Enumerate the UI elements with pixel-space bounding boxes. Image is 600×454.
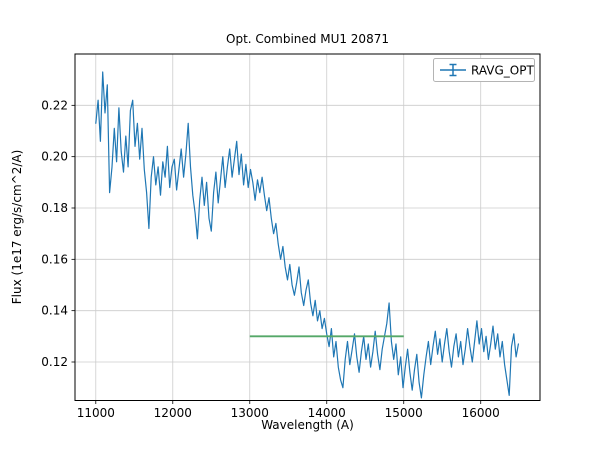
x-tick-label: 14000 [308, 406, 346, 420]
legend-label: RAVG_OPT [471, 64, 534, 78]
x-tick-label: 12000 [154, 406, 192, 420]
legend-box [433, 58, 535, 82]
y-tick-label: 0.18 [41, 201, 68, 215]
y-tick-label: 0.16 [41, 252, 68, 266]
chart-title: Opt. Combined MU1 20871 [226, 32, 389, 46]
legend: RAVG_OPT [433, 58, 535, 82]
y-axis-label: Flux (1e17 erg/s/cm^2/A) [10, 150, 24, 305]
x-tick-label: 11000 [77, 406, 115, 420]
x-tick-label: 15000 [385, 406, 423, 420]
y-tick-label: 0.20 [41, 150, 68, 164]
y-tick-label: 0.14 [41, 304, 68, 318]
y-tick-label: 0.22 [41, 98, 68, 112]
axes-frame [74, 53, 541, 401]
series-layer [95, 71, 520, 399]
legend-errorbar-sample-icon [440, 63, 466, 77]
flux-series-line [95, 71, 520, 399]
x-axis-label: Wavelength (A) [261, 418, 354, 432]
grid-layer [75, 54, 540, 401]
x-tick-label: 13000 [231, 406, 269, 420]
ticks-layer: 11000 12000 13000 14000 15000 16000 0.12 0.14 0.… [41, 98, 500, 420]
x-tick-label: 16000 [462, 406, 500, 420]
y-tick-label: 0.12 [41, 355, 68, 369]
